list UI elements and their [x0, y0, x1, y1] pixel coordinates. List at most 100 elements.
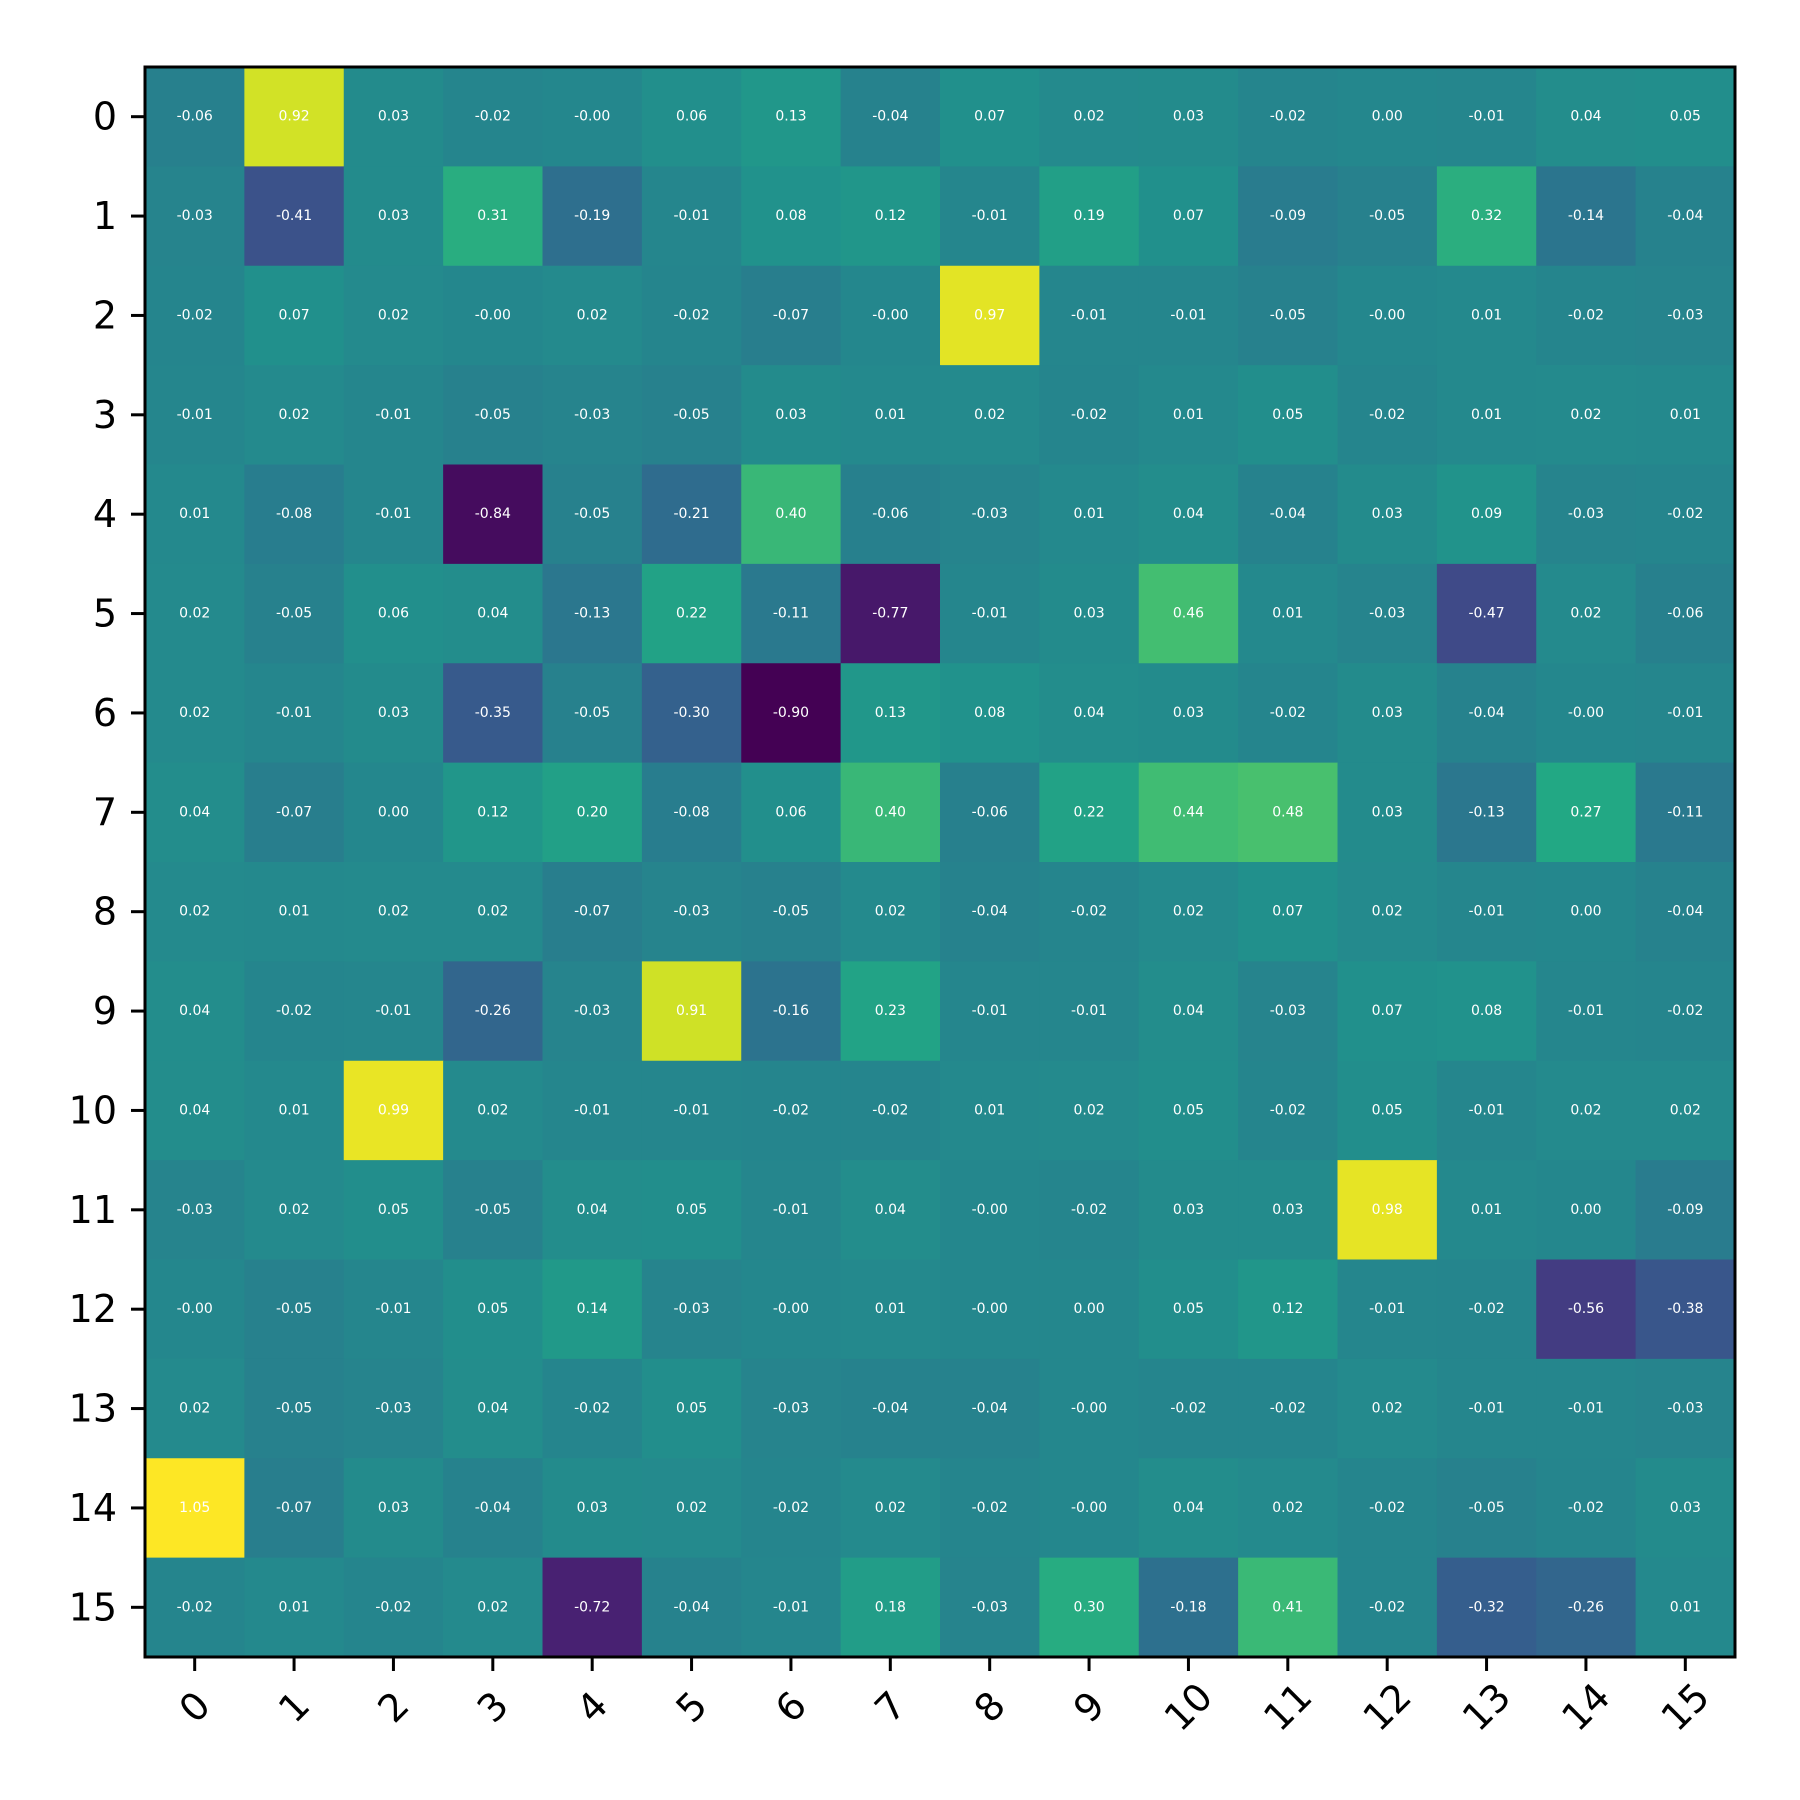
heatmap-cell-11-11	[1238, 1160, 1338, 1260]
x-tick-label-13: 13	[1454, 1674, 1519, 1739]
heatmap-cell-3-9	[1039, 365, 1140, 465]
cell-value-label-8-10: 0.02	[1173, 904, 1204, 920]
heatmap-cell-6-2	[343, 663, 444, 764]
cell-value-label-14-2: 0.03	[378, 1500, 409, 1516]
heatmap-cell-10-1	[244, 1060, 345, 1161]
cell-value-label-6-9: 0.04	[1073, 705, 1104, 721]
heatmap-cell-8-4	[542, 862, 643, 962]
cell-value-label-4-15: -0.02	[1667, 506, 1703, 522]
heatmap-cell-14-0	[145, 1458, 245, 1559]
heatmap-cell-14-7	[840, 1458, 941, 1559]
y-tick-label-15: 15	[69, 1585, 117, 1629]
cell-value-label-2-12: -0.00	[1369, 307, 1405, 323]
heatmap-cell-10-3	[443, 1060, 543, 1161]
cell-value-label-7-10: 0.44	[1173, 804, 1204, 820]
cell-value-label-12-1: -0.05	[276, 1301, 312, 1317]
cell-value-label-13-14: -0.01	[1568, 1401, 1604, 1417]
cell-value-label-13-6: -0.03	[773, 1401, 809, 1417]
heatmap-cell-10-12	[1337, 1060, 1438, 1161]
cell-value-label-0-12: 0.00	[1372, 109, 1403, 125]
cell-value-label-2-4: 0.02	[577, 307, 608, 323]
heatmap-cell-4-8	[940, 464, 1040, 565]
heatmap-cell-15-6	[741, 1557, 842, 1658]
heatmap-cell-7-2	[343, 762, 444, 863]
cell-value-label-13-1: -0.05	[276, 1401, 312, 1417]
cell-value-label-13-13: -0.01	[1468, 1401, 1504, 1417]
cell-value-label-1-7: 0.12	[875, 208, 906, 224]
cell-value-label-5-9: 0.03	[1073, 606, 1104, 622]
heatmap-cell-10-8	[940, 1060, 1040, 1161]
heatmap-cell-6-12	[1337, 663, 1438, 764]
cell-value-label-4-5: -0.21	[673, 506, 709, 522]
heatmap-cell-9-6	[741, 961, 842, 1062]
y-tick-label-8: 8	[93, 890, 117, 934]
heatmap-cell-5-4	[542, 563, 643, 664]
cell-value-label-12-14: -0.56	[1568, 1301, 1604, 1317]
cell-value-label-11-11: 0.03	[1272, 1202, 1303, 1218]
heatmap-cell-4-1	[244, 464, 345, 565]
cell-value-label-12-11: 0.12	[1272, 1301, 1303, 1317]
y-tick-label-9: 9	[93, 989, 117, 1033]
cell-value-label-6-10: 0.03	[1173, 705, 1204, 721]
cell-value-label-5-13: -0.47	[1468, 606, 1504, 622]
cell-value-label-8-11: 0.07	[1272, 904, 1303, 920]
heatmap-cell-7-7	[840, 762, 941, 863]
heatmap-cell-4-2	[343, 464, 444, 565]
heatmap-cell-8-0	[145, 862, 245, 962]
cell-value-label-14-13: -0.05	[1468, 1500, 1504, 1516]
heatmap-cell-4-13	[1436, 464, 1537, 565]
heatmap-cell-3-1	[244, 365, 345, 465]
cell-value-label-13-12: 0.02	[1372, 1401, 1403, 1417]
cell-value-label-15-8: -0.03	[972, 1599, 1008, 1615]
x-tick-label-9: 9	[1065, 1683, 1113, 1731]
heatmap-cell-8-9	[1039, 862, 1140, 962]
cell-value-label-3-2: -0.01	[375, 407, 411, 423]
cell-value-label-9-10: 0.04	[1173, 1003, 1204, 1019]
heatmap-cell-0-13	[1436, 67, 1537, 167]
heatmap-cell-3-0	[145, 365, 245, 465]
cell-value-label-12-5: -0.03	[673, 1301, 709, 1317]
heatmap-cell-11-14	[1536, 1160, 1637, 1260]
heatmap-cell-15-4	[542, 1557, 643, 1658]
cell-value-label-8-14: 0.00	[1570, 904, 1601, 920]
cell-value-label-8-5: -0.03	[673, 904, 709, 920]
heatmap-cell-9-14	[1536, 961, 1637, 1062]
heatmap-cell-6-0	[145, 663, 245, 764]
heatmap-cell-0-7	[840, 67, 941, 167]
cell-value-label-15-5: -0.04	[673, 1599, 709, 1615]
y-tick-label-5: 5	[93, 592, 117, 636]
heatmap-cell-15-0	[145, 1557, 245, 1658]
heatmap-cell-12-11	[1238, 1259, 1338, 1360]
cell-value-label-10-3: 0.02	[477, 1102, 508, 1118]
cell-value-label-13-15: -0.03	[1667, 1401, 1703, 1417]
heatmap-cell-0-9	[1039, 67, 1140, 167]
cell-value-label-8-1: 0.01	[278, 904, 309, 920]
cell-value-label-0-1: 0.92	[278, 109, 309, 125]
x-tick-label-8: 8	[966, 1683, 1014, 1731]
cell-value-label-2-1: 0.07	[278, 307, 309, 323]
heatmap-cell-11-1	[244, 1160, 345, 1260]
cell-value-label-11-15: -0.09	[1667, 1202, 1703, 1218]
heatmap-cell-3-10	[1138, 365, 1239, 465]
heatmap-cell-14-6	[741, 1458, 842, 1559]
cell-value-label-4-11: -0.04	[1270, 506, 1306, 522]
cell-value-label-3-6: 0.03	[775, 407, 806, 423]
x-tick-label-12: 12	[1355, 1674, 1420, 1739]
cell-value-label-15-15: 0.01	[1670, 1599, 1701, 1615]
cell-value-label-5-0: 0.02	[179, 606, 210, 622]
heatmap-cell-13-8	[940, 1358, 1040, 1459]
cell-value-label-4-13: 0.09	[1471, 506, 1502, 522]
heatmap-cell-11-4	[542, 1160, 643, 1260]
cell-value-label-3-7: 0.01	[875, 407, 906, 423]
cell-value-label-13-10: -0.02	[1170, 1401, 1206, 1417]
cell-value-label-14-11: 0.02	[1272, 1500, 1303, 1516]
cell-value-label-2-15: -0.03	[1667, 307, 1703, 323]
heatmap-cell-14-2	[343, 1458, 444, 1559]
cell-value-label-6-4: -0.05	[574, 705, 610, 721]
cell-value-label-12-12: -0.01	[1369, 1301, 1405, 1317]
cell-value-label-13-3: 0.04	[477, 1401, 508, 1417]
heatmap-cell-2-15	[1635, 265, 1736, 366]
heatmap-cell-5-15	[1635, 563, 1736, 664]
x-tick-label-11: 11	[1255, 1674, 1320, 1739]
heatmap-cell-2-12	[1337, 265, 1438, 366]
